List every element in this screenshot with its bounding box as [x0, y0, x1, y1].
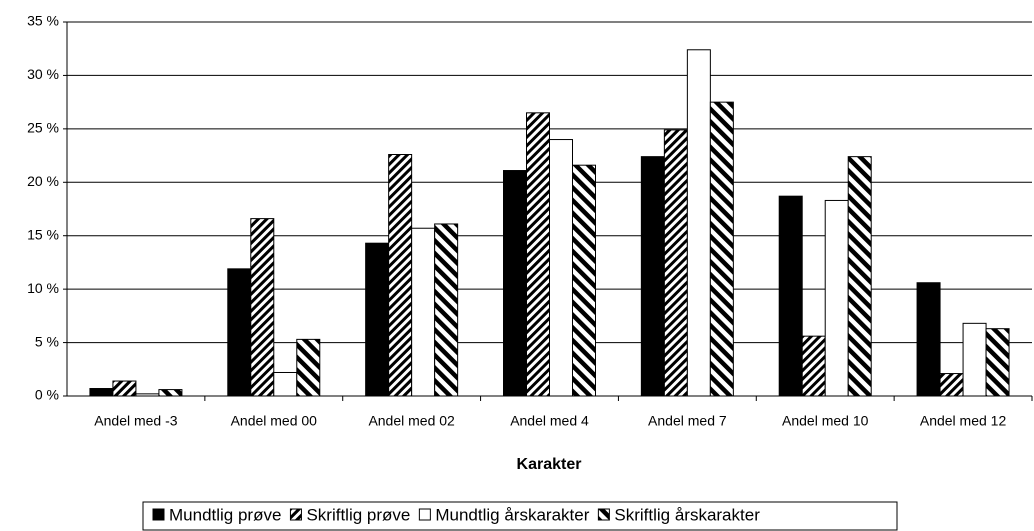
bar [158, 389, 183, 397]
x-tick-label: Andel med 10 [782, 413, 869, 429]
bar [434, 223, 459, 397]
x-axis-label: Karakter [517, 456, 582, 473]
x-tick-label: Andel med -3 [94, 413, 177, 429]
y-tick-label: 25 % [27, 120, 59, 136]
y-tick-label: 35 % [27, 13, 59, 29]
bar [135, 393, 160, 397]
bar [824, 199, 849, 397]
bar [273, 371, 298, 397]
bar [663, 129, 688, 397]
legend-swatch [597, 508, 610, 521]
bar [916, 282, 941, 397]
bar [985, 328, 1010, 397]
x-tick-label: Andel med 00 [231, 413, 318, 429]
legend-label: Mundtlig årskarakter [435, 505, 589, 524]
bar [503, 170, 527, 397]
bar [388, 154, 413, 397]
legend-swatch [152, 508, 165, 521]
x-tick-label: Andel med 4 [510, 413, 589, 429]
legend-swatch [418, 508, 431, 521]
bar [89, 388, 114, 397]
bar [778, 195, 803, 397]
bar [709, 101, 734, 397]
y-tick-label: 5 % [35, 333, 59, 349]
bar [250, 218, 275, 397]
y-tick-label: 10 % [27, 280, 59, 296]
bar [962, 322, 987, 397]
bar [572, 164, 596, 397]
bar [549, 139, 573, 397]
legend-box [142, 501, 898, 531]
y-tick-label: 30 % [27, 66, 59, 82]
legend-swatch [289, 508, 302, 521]
bar [686, 49, 711, 397]
bar [526, 112, 550, 397]
bar [365, 242, 390, 397]
y-tick-label: 15 % [27, 226, 59, 242]
bar [640, 156, 665, 397]
bar [112, 380, 137, 397]
x-tick-label: Andel med 02 [368, 413, 455, 429]
legend-label: Skriftlig årskarakter [614, 505, 760, 524]
bar [227, 268, 252, 397]
bar [296, 338, 321, 397]
x-tick-label: Andel med 7 [648, 413, 727, 429]
legend-label: Skriftlig prøve [306, 505, 410, 524]
y-tick-label: 0 % [35, 387, 59, 403]
bar [939, 373, 964, 397]
bar [411, 227, 436, 397]
bar [847, 156, 872, 397]
legend-label: Mundtlig prøve [169, 505, 281, 524]
bar [801, 335, 826, 397]
x-tick-label: Andel med 12 [920, 413, 1007, 429]
y-tick-label: 20 % [27, 173, 59, 189]
